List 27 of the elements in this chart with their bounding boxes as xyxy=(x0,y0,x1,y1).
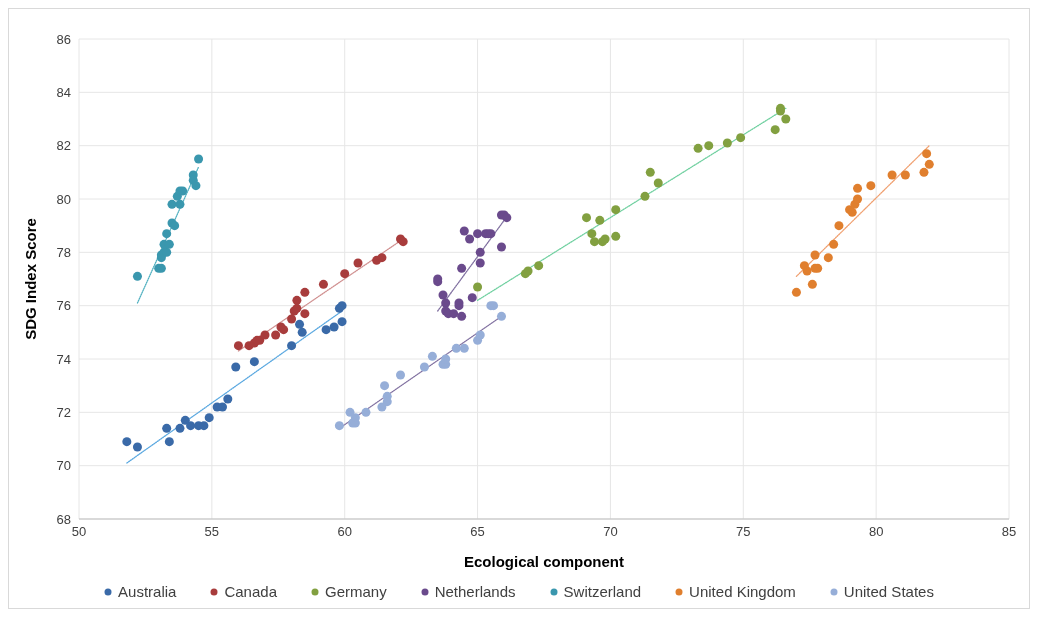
y-axis-title: SDG Index Score xyxy=(22,218,40,340)
y-tick-label: 86 xyxy=(56,31,71,47)
y-tick-label: 76 xyxy=(56,298,71,314)
legend-label: United Kingdom xyxy=(688,583,796,600)
y-tick-label: 68 xyxy=(56,511,71,527)
legend-label: Canada xyxy=(223,583,277,600)
x-tick-label: 55 xyxy=(204,524,220,540)
legend-label: United States xyxy=(842,583,934,600)
x-tick-label: 70 xyxy=(603,524,618,540)
legend-label: Netherlands xyxy=(433,583,516,600)
y-tick-label: 72 xyxy=(56,404,71,420)
x-axis-title: Ecological component xyxy=(463,553,625,570)
y-tick-label: 80 xyxy=(56,191,71,207)
y-tick-label: 82 xyxy=(56,138,71,154)
y-tick-label: 70 xyxy=(56,458,71,474)
legend-label: Switzerland xyxy=(562,583,642,600)
x-tick-label: 50 xyxy=(71,524,87,540)
legend-label: Australia xyxy=(117,583,177,600)
x-tick-label: 80 xyxy=(868,524,884,540)
y-tick-label: 74 xyxy=(56,351,71,367)
y-tick-label: 84 xyxy=(56,84,71,100)
x-tick-label: 60 xyxy=(337,524,352,540)
x-tick-label: 75 xyxy=(736,524,751,540)
legend-label: Germany xyxy=(324,583,387,600)
x-tick-label: 65 xyxy=(470,524,485,540)
x-tick-label: 85 xyxy=(1001,524,1017,540)
y-tick-label: 78 xyxy=(56,244,71,260)
